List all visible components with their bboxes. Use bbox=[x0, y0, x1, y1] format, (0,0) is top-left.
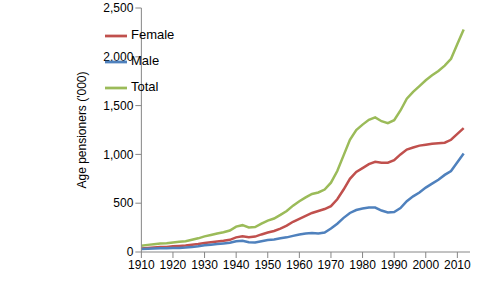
svg-text:1990: 1990 bbox=[381, 258, 408, 272]
svg-text:2,000: 2,000 bbox=[103, 50, 133, 64]
html-text:Male: Male bbox=[131, 53, 160, 68]
svg-text:1950: 1950 bbox=[254, 258, 281, 272]
svg-text:500: 500 bbox=[113, 196, 133, 210]
svg-text:2010: 2010 bbox=[444, 258, 471, 272]
svg-text:1960: 1960 bbox=[286, 258, 313, 272]
html-text:Female: Female bbox=[131, 27, 175, 42]
svg-text:1910: 1910 bbox=[128, 258, 155, 272]
html-text:Total: Total bbox=[131, 79, 159, 94]
svg-text:1940: 1940 bbox=[223, 258, 250, 272]
svg-text:1920: 1920 bbox=[160, 258, 187, 272]
svg-text:2000: 2000 bbox=[412, 258, 439, 272]
svg-text:Age pensioners ('000): Age pensioners ('000) bbox=[75, 71, 89, 188]
svg-text:0: 0 bbox=[127, 245, 134, 259]
svg-text:1980: 1980 bbox=[349, 258, 376, 272]
svg-text:1,000: 1,000 bbox=[103, 148, 133, 162]
svg-text:1930: 1930 bbox=[191, 258, 218, 272]
svg-text:2,500: 2,500 bbox=[103, 1, 133, 15]
svg-text:1,500: 1,500 bbox=[103, 99, 133, 113]
svg-text:1970: 1970 bbox=[318, 258, 345, 272]
